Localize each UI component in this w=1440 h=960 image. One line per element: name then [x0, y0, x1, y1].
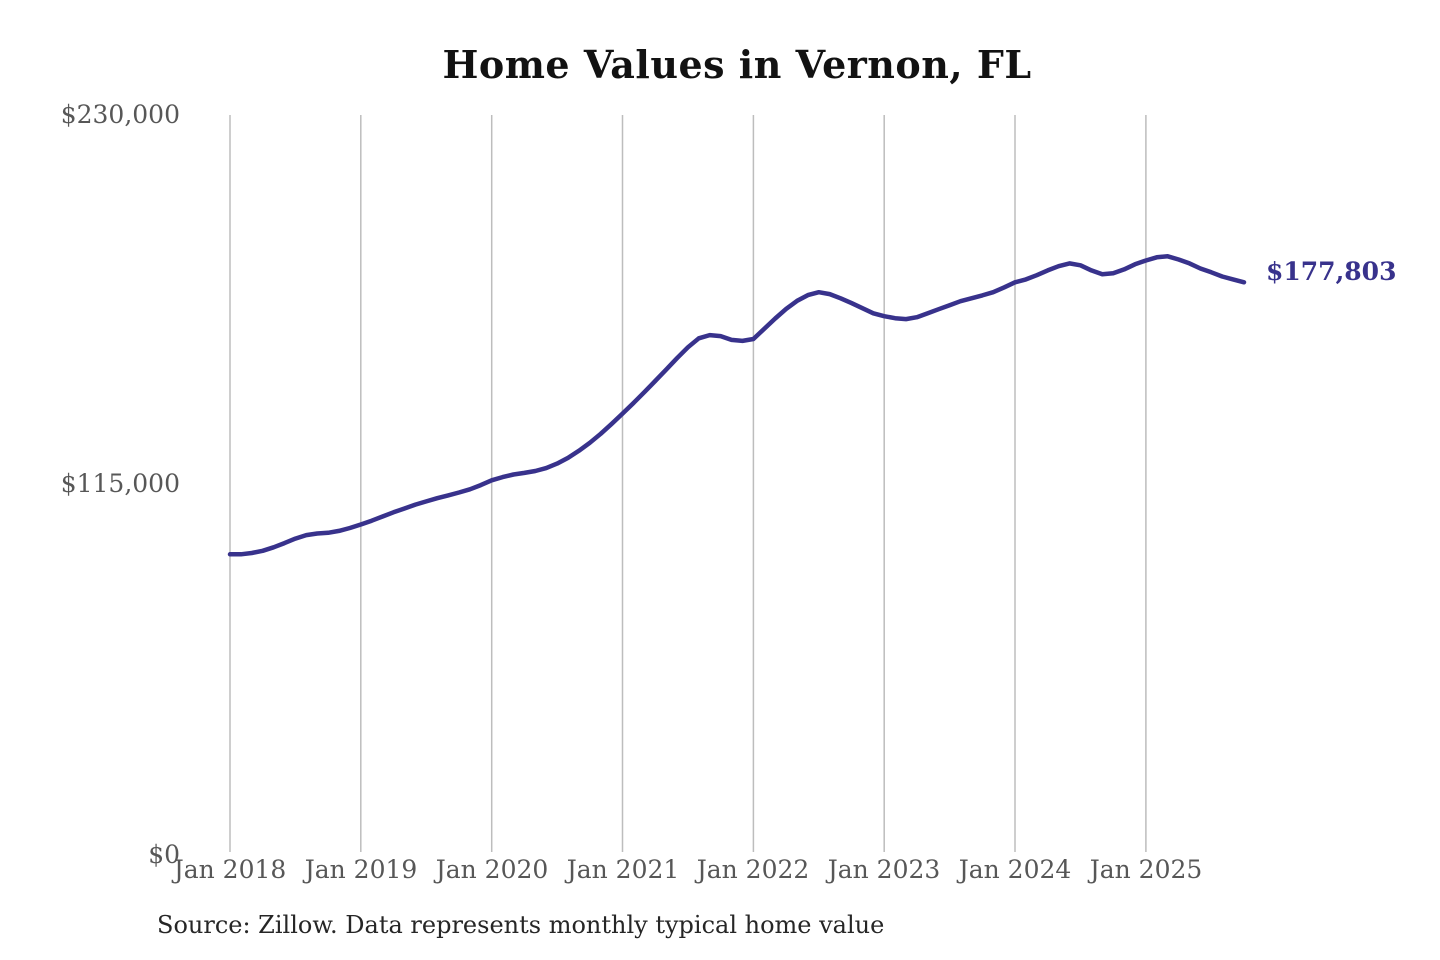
y-axis-tick-label-max: $230,000	[60, 100, 180, 129]
current-value-label: $177,803	[1266, 257, 1397, 286]
x-axis-tick-label: Jan 2018	[173, 855, 287, 884]
chart-title: Home Values in Vernon, FL	[442, 42, 1032, 87]
source-note: Source: Zillow. Data represents monthly …	[157, 911, 885, 939]
x-axis-tick-label: Jan 2025	[1089, 855, 1203, 884]
y-axis-tick-label-zero: $0	[148, 840, 180, 869]
y-axis-tick-label-mid: $115,000	[60, 469, 180, 498]
x-axis-tick-label: Jan 2023	[827, 855, 941, 884]
home-value-line	[227, 254, 1247, 557]
x-axis-tick-label: Jan 2020	[435, 855, 549, 884]
x-axis-tick-label: Jan 2024	[958, 855, 1072, 884]
x-axis-tick-label: Jan 2021	[566, 855, 680, 884]
x-axis-tick-label: Jan 2022	[696, 855, 810, 884]
x-axis-tick-label: Jan 2019	[304, 855, 418, 884]
